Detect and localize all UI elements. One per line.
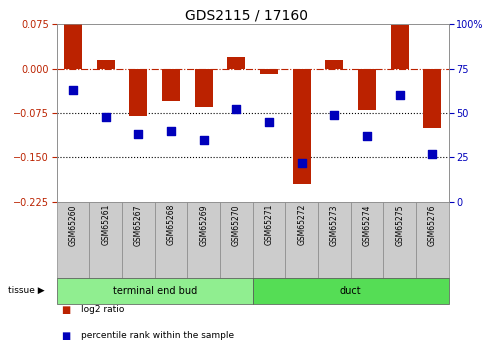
Text: GSM65274: GSM65274	[362, 204, 372, 246]
Text: ■: ■	[62, 331, 71, 341]
Point	[265, 119, 273, 125]
Text: GSM65260: GSM65260	[69, 204, 77, 246]
Text: GSM65276: GSM65276	[428, 204, 437, 246]
Bar	[57, 278, 252, 304]
Bar	[260, 69, 278, 75]
Bar	[187, 202, 220, 278]
Bar	[252, 202, 285, 278]
Point	[428, 151, 436, 157]
Bar	[293, 69, 311, 184]
Bar	[97, 60, 115, 69]
Text: ■: ■	[62, 305, 71, 315]
Bar	[358, 69, 376, 110]
Bar	[89, 202, 122, 278]
Bar	[252, 278, 449, 304]
Bar	[155, 202, 187, 278]
Text: GSM65261: GSM65261	[101, 204, 110, 246]
Bar	[318, 202, 351, 278]
Bar	[64, 24, 82, 69]
Bar	[416, 202, 449, 278]
Bar	[227, 57, 246, 69]
Text: terminal end bud: terminal end bud	[112, 286, 197, 296]
Text: GSM65273: GSM65273	[330, 204, 339, 246]
Bar	[122, 202, 155, 278]
Point	[167, 128, 175, 134]
Bar	[129, 69, 147, 116]
Text: GSM65271: GSM65271	[264, 204, 274, 246]
Point	[200, 137, 208, 142]
Text: GSM65275: GSM65275	[395, 204, 404, 246]
Text: duct: duct	[340, 286, 361, 296]
Point	[232, 107, 240, 112]
Text: log2 ratio: log2 ratio	[81, 305, 125, 314]
Text: tissue ▶: tissue ▶	[8, 286, 45, 295]
Text: GSM65269: GSM65269	[199, 204, 208, 246]
Text: GSM65270: GSM65270	[232, 204, 241, 246]
Point	[363, 133, 371, 139]
Bar	[162, 69, 180, 101]
Bar	[351, 202, 383, 278]
Point	[102, 114, 109, 119]
Text: percentile rank within the sample: percentile rank within the sample	[81, 331, 235, 340]
Point	[396, 92, 404, 98]
Text: GSM65267: GSM65267	[134, 204, 143, 246]
Bar	[325, 60, 343, 69]
Text: GSM65272: GSM65272	[297, 204, 306, 246]
Text: GDS2115 / 17160: GDS2115 / 17160	[185, 9, 308, 23]
Point	[135, 131, 142, 137]
Bar	[390, 25, 409, 69]
Bar	[195, 69, 212, 107]
Bar	[285, 202, 318, 278]
Bar	[220, 202, 252, 278]
Bar	[383, 202, 416, 278]
Bar	[423, 69, 441, 128]
Point	[298, 160, 306, 166]
Text: GSM65268: GSM65268	[167, 204, 176, 246]
Point	[69, 87, 77, 93]
Point	[330, 112, 338, 118]
Bar	[57, 202, 89, 278]
